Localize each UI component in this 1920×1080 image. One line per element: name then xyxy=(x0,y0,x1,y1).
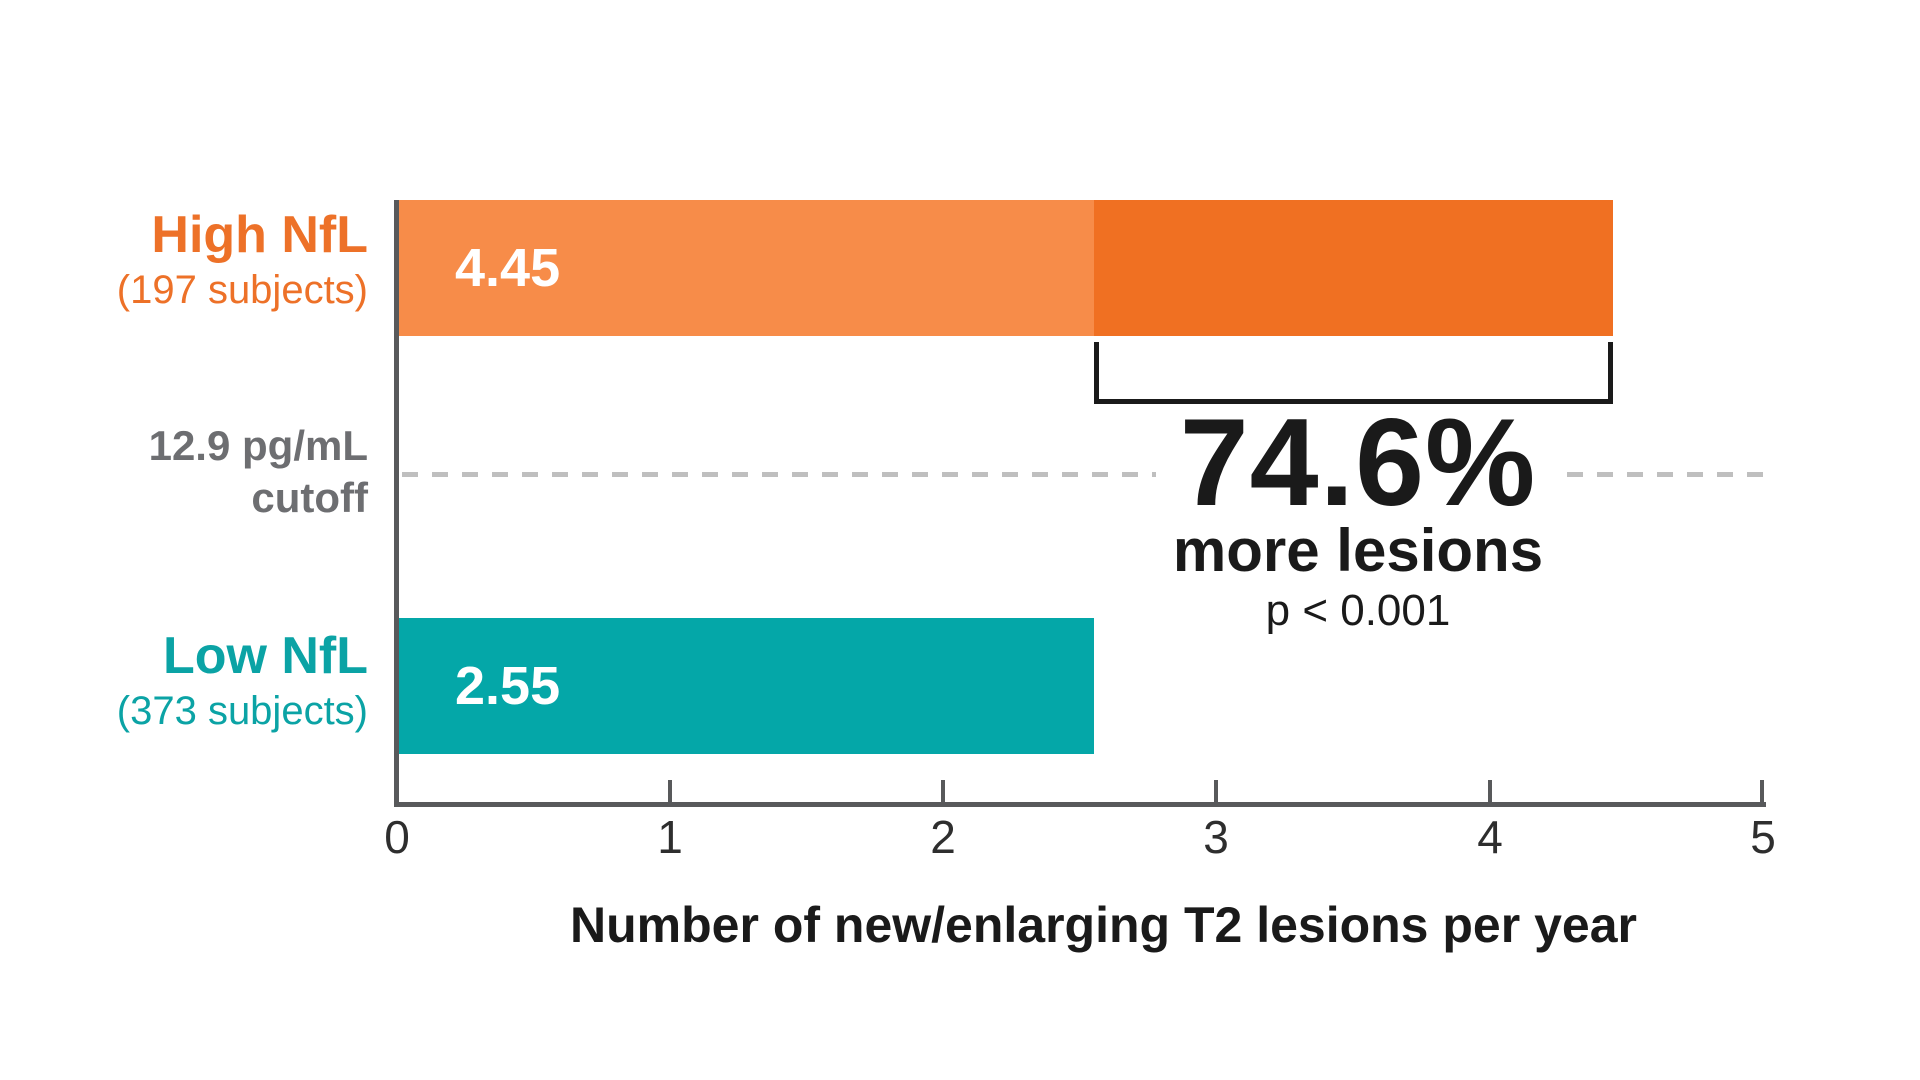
x-axis-tick-label-0: 0 xyxy=(384,811,410,863)
x-axis-tick-1 xyxy=(668,780,672,802)
p-value: p < 0.001 xyxy=(1265,586,1451,635)
high-nfl-label-subjects: (197 subjects) xyxy=(116,268,368,312)
x-axis-tick-4 xyxy=(1488,780,1492,802)
x-axis-tick-label-3: 3 xyxy=(1203,811,1229,863)
difference-percent: 74.6% xyxy=(1179,394,1537,532)
x-axis-tick-label-2: 2 xyxy=(930,811,956,863)
x-axis-line xyxy=(394,802,1766,807)
high-nfl-bar-value: 4.45 xyxy=(455,238,561,298)
low-nfl-label: Low NfL (373 subjects) xyxy=(40,627,368,737)
cutoff-dashed-line-left xyxy=(402,472,1156,477)
low-nfl-bar xyxy=(399,618,1094,754)
difference-label: more lesions xyxy=(1172,517,1544,584)
x-axis-tick-3 xyxy=(1214,780,1218,802)
cutoff-label-line1: 12.9 pg/mL xyxy=(148,422,368,469)
cutoff-dashed-line-right xyxy=(1567,472,1767,477)
difference-annotation: 74.6% more lesions p < 0.001 xyxy=(1068,394,1648,640)
low-nfl-bar-value: 2.55 xyxy=(455,656,561,716)
cutoff-label: 12.9 pg/mL cutoff xyxy=(40,420,368,524)
x-axis-tick-2 xyxy=(941,780,945,802)
cutoff-label-line2: cutoff xyxy=(251,474,368,521)
difference-bracket xyxy=(1094,342,1613,404)
x-axis-tick-label-1: 1 xyxy=(657,811,683,863)
x-axis-title: Number of new/enlarging T2 lesions per y… xyxy=(570,897,1637,953)
y-axis-line xyxy=(394,200,399,807)
high-nfl-label: High NfL (197 subjects) xyxy=(40,206,368,316)
x-axis-tick-label-4: 4 xyxy=(1477,811,1503,863)
high-nfl-bar-excess-segment xyxy=(1094,200,1613,336)
x-axis-tick-5 xyxy=(1760,780,1764,802)
high-nfl-label-title: High NfL xyxy=(151,206,368,264)
low-nfl-label-title: Low NfL xyxy=(162,627,368,685)
x-axis-tick-label-5: 5 xyxy=(1750,811,1776,863)
low-nfl-label-subjects: (373 subjects) xyxy=(116,689,368,733)
high-nfl-bar-base-segment xyxy=(399,200,1094,336)
